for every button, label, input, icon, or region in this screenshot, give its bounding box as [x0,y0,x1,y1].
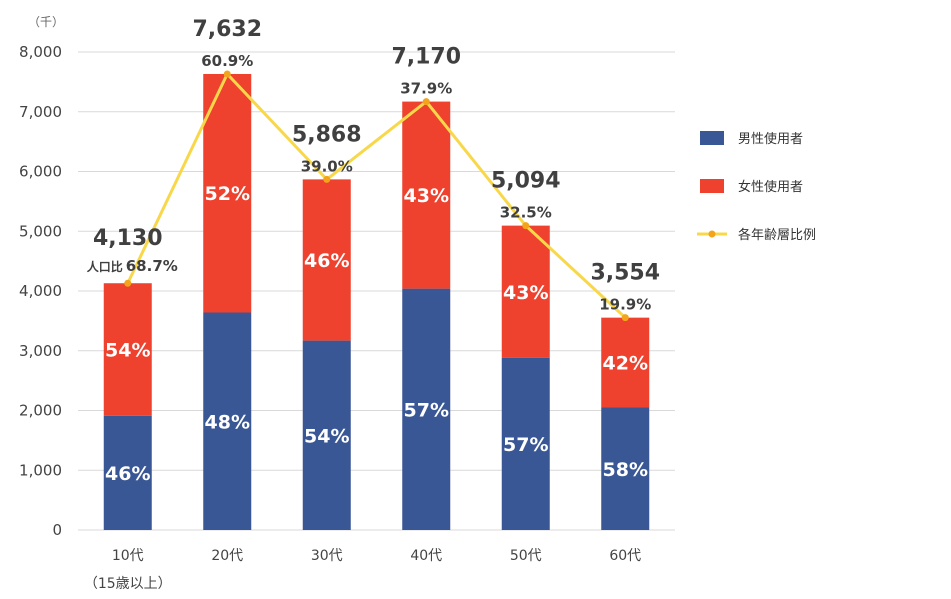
bar-male [501,357,550,530]
x-tick-sublabel: （15歳以上） [84,576,172,592]
ratio-line [124,70,629,322]
legend-swatch-female [700,179,724,193]
ratio-label: 68.7% [126,257,178,275]
percent-label-male: 58% [603,459,648,481]
percent-label-male: 48% [205,411,250,433]
percent-label-male: 57% [503,434,548,456]
y-tick-label: 3,000 [19,342,62,360]
percent-label-female: 46% [304,250,349,272]
ratio-line-path [126,72,627,319]
data-labels: 46% 54% 48% 52% 54% 46% 57% 43% 57% 43% 58% 42% 4,13… [87,17,660,485]
x-tick-label: 60代 [609,548,641,564]
total-label: 7,170 [391,45,461,70]
ratio-label: 37.9% [400,80,452,98]
percent-label-female: 43% [503,282,548,304]
bar-female [402,101,451,289]
legend: 男性使用者 女性使用者 各年齢層比例 [697,131,816,243]
ratio-label-prefix: 人口比 [87,259,123,274]
total-label: 5,868 [292,122,362,147]
percent-label-male: 54% [304,425,349,447]
legend-swatch-male [700,131,724,145]
ratio-marker [124,279,132,287]
bar-male [402,288,451,530]
bar-male [103,415,152,530]
total-label: 4,130 [93,226,163,251]
y-tick-label: 5,000 [19,222,62,240]
ratio-marker [422,98,430,106]
x-axis: 10代 （15歳以上） 20代 30代 40代 50代 60代 [84,548,641,592]
ratio-label: 60.9% [201,52,253,70]
ratio-marker [621,314,629,322]
y-tick-label: 4,000 [19,282,62,300]
bar-male [601,407,650,530]
y-tick-label: 1,000 [19,461,62,479]
gridlines [78,51,675,531]
ratio-label: 32.5% [500,204,552,222]
ratio-marker [323,175,331,183]
y-tick-label: 8,000 [19,43,62,61]
ratio-label: 19.9% [599,296,651,314]
percent-label-female: 43% [404,185,449,207]
bar-female [601,317,650,408]
total-label: 3,554 [590,261,660,286]
x-tick-label: 40代 [410,548,442,564]
y-tick-label: 6,000 [19,163,62,181]
y-unit-label: （千） [28,15,64,29]
bar-female [302,179,351,341]
ratio-label: 39.0% [301,157,353,175]
legend-marker-ratio [708,230,716,238]
x-tick-label: 10代 [112,548,144,564]
percent-label-female: 52% [205,183,250,205]
percent-label-female: 42% [603,353,648,375]
y-tick-label: 0 [52,521,62,539]
ratio-marker [223,70,231,78]
x-tick-label: 20代 [211,548,243,564]
total-label: 5,094 [491,169,561,194]
bar-female [203,73,252,313]
bar-female [103,283,152,416]
y-axis: 0 1,000 2,000 3,000 4,000 5,000 6,000 7,000 8,00… [19,43,62,539]
percent-label-male: 46% [105,463,150,485]
bar-male [302,340,351,530]
y-tick-label: 2,000 [19,402,62,420]
y-tick-label: 7,000 [19,103,62,121]
bars [103,73,650,530]
percent-label-male: 57% [404,399,449,421]
legend-label-ratio: 各年齢層比例 [738,227,816,243]
legend-label-female: 女性使用者 [738,179,803,195]
x-tick-label: 50代 [510,548,542,564]
percent-label-female: 54% [105,340,150,362]
bar-female [501,225,550,358]
ratio-marker [522,222,530,230]
bar-male [203,312,252,530]
x-tick-label: 30代 [311,548,343,564]
total-label: 7,632 [192,17,262,42]
legend-label-male: 男性使用者 [738,131,803,147]
